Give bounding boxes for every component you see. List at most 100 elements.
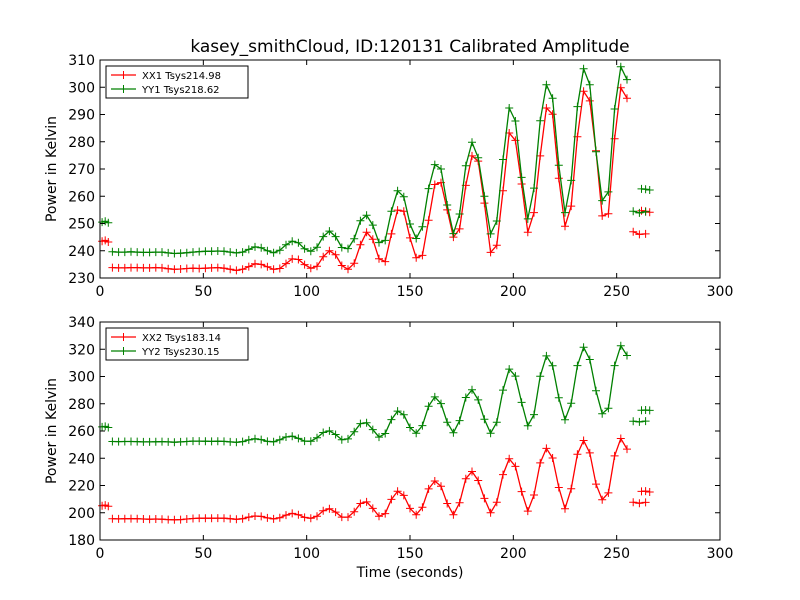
data-point bbox=[387, 229, 396, 238]
data-point bbox=[573, 361, 582, 370]
data-point bbox=[548, 110, 557, 119]
data-point bbox=[238, 514, 247, 523]
data-point bbox=[418, 421, 427, 430]
data-point bbox=[455, 210, 464, 218]
data-point bbox=[623, 75, 631, 84]
data-point bbox=[629, 227, 638, 236]
data-point bbox=[399, 192, 408, 201]
data-point bbox=[251, 434, 259, 443]
data-point bbox=[251, 242, 259, 251]
data-point bbox=[437, 482, 445, 491]
y-tick-label: 250 bbox=[68, 217, 95, 233]
data-point bbox=[257, 512, 266, 521]
data-point bbox=[616, 434, 625, 443]
data-point bbox=[375, 512, 383, 521]
data-point bbox=[387, 207, 396, 216]
data-point bbox=[511, 117, 520, 125]
data-point bbox=[604, 187, 613, 196]
data-point bbox=[344, 244, 352, 253]
data-point bbox=[412, 510, 421, 519]
data-point bbox=[542, 104, 551, 112]
data-point bbox=[499, 470, 507, 479]
top-plot: 0 50 100 150 200 250 300 230 240 250 260 270 280 290 3… bbox=[44, 53, 733, 300]
x-axis-label: Time (seconds) bbox=[356, 565, 464, 581]
y-tick-label: 270 bbox=[68, 162, 95, 178]
data-point bbox=[561, 415, 569, 424]
data-point bbox=[530, 410, 538, 419]
data-point bbox=[598, 211, 607, 220]
legend-marker bbox=[119, 347, 128, 355]
data-point bbox=[158, 263, 166, 272]
data-point bbox=[424, 184, 433, 193]
data-point bbox=[244, 435, 253, 444]
data-point bbox=[381, 257, 390, 266]
data-point bbox=[635, 417, 644, 426]
data-point bbox=[641, 229, 650, 238]
data-point bbox=[486, 508, 495, 517]
data-point bbox=[337, 261, 346, 270]
data-point bbox=[480, 494, 489, 503]
data-point bbox=[164, 264, 173, 273]
data-point bbox=[418, 251, 427, 260]
data-point bbox=[554, 161, 563, 170]
data-point bbox=[461, 474, 470, 483]
data-point bbox=[610, 361, 619, 370]
data-point bbox=[480, 192, 489, 201]
legend-label: XX2 Tsys183.14 bbox=[142, 333, 221, 344]
data-point bbox=[579, 87, 588, 96]
data-point bbox=[306, 264, 315, 273]
data-point bbox=[300, 244, 309, 253]
x-tick-label: 300 bbox=[707, 284, 734, 300]
data-point bbox=[387, 495, 396, 504]
data-point bbox=[455, 224, 464, 233]
data-point bbox=[610, 105, 619, 113]
data-point bbox=[567, 399, 576, 408]
data-point bbox=[362, 211, 371, 220]
data-point bbox=[468, 467, 476, 476]
y-tick-label: 240 bbox=[68, 244, 95, 260]
data-point bbox=[393, 206, 402, 215]
data-point bbox=[331, 250, 340, 259]
data-point bbox=[257, 435, 266, 444]
data-point bbox=[604, 404, 613, 413]
data-point bbox=[257, 243, 266, 252]
data-point bbox=[561, 208, 569, 217]
data-point bbox=[232, 515, 241, 524]
data-point bbox=[430, 477, 439, 485]
data-point bbox=[220, 247, 228, 256]
data-point bbox=[288, 432, 297, 441]
data-point bbox=[313, 512, 321, 521]
legend: XX1 Tsys214.98 YY1 Tsys218.62 bbox=[105, 65, 249, 99]
y-tick-label: 200 bbox=[68, 506, 95, 522]
data-point bbox=[176, 515, 185, 524]
x-tick-label: 150 bbox=[397, 546, 424, 562]
bottom-plot: 0 50 100 150 200 250 300 180 200 220 240 260 280 300 3… bbox=[44, 315, 733, 581]
x-tick-label: 100 bbox=[293, 546, 320, 562]
data-point bbox=[104, 502, 113, 511]
data-point bbox=[325, 246, 334, 255]
data-point bbox=[350, 259, 359, 268]
data-point bbox=[251, 259, 259, 268]
data-point bbox=[623, 351, 631, 360]
data-point bbox=[474, 476, 483, 485]
data-point bbox=[104, 238, 113, 246]
data-point bbox=[232, 248, 241, 257]
data-point bbox=[213, 263, 222, 272]
data-point bbox=[567, 202, 576, 211]
data-point bbox=[104, 423, 113, 432]
data-point bbox=[350, 507, 359, 516]
x-tick-label: 250 bbox=[603, 546, 630, 562]
data-point bbox=[430, 180, 439, 189]
data-point bbox=[645, 186, 654, 194]
data-point bbox=[641, 498, 650, 507]
chart-title: kasey_smithCloud, ID:120131 Calibrated A… bbox=[190, 37, 629, 57]
data-point bbox=[282, 259, 290, 268]
data-point bbox=[579, 343, 588, 352]
data-point bbox=[294, 238, 303, 247]
data-point bbox=[561, 222, 569, 231]
data-point bbox=[641, 207, 650, 216]
data-point bbox=[288, 509, 297, 518]
data-point bbox=[530, 208, 538, 217]
data-point bbox=[232, 438, 241, 447]
data-point bbox=[604, 488, 613, 497]
